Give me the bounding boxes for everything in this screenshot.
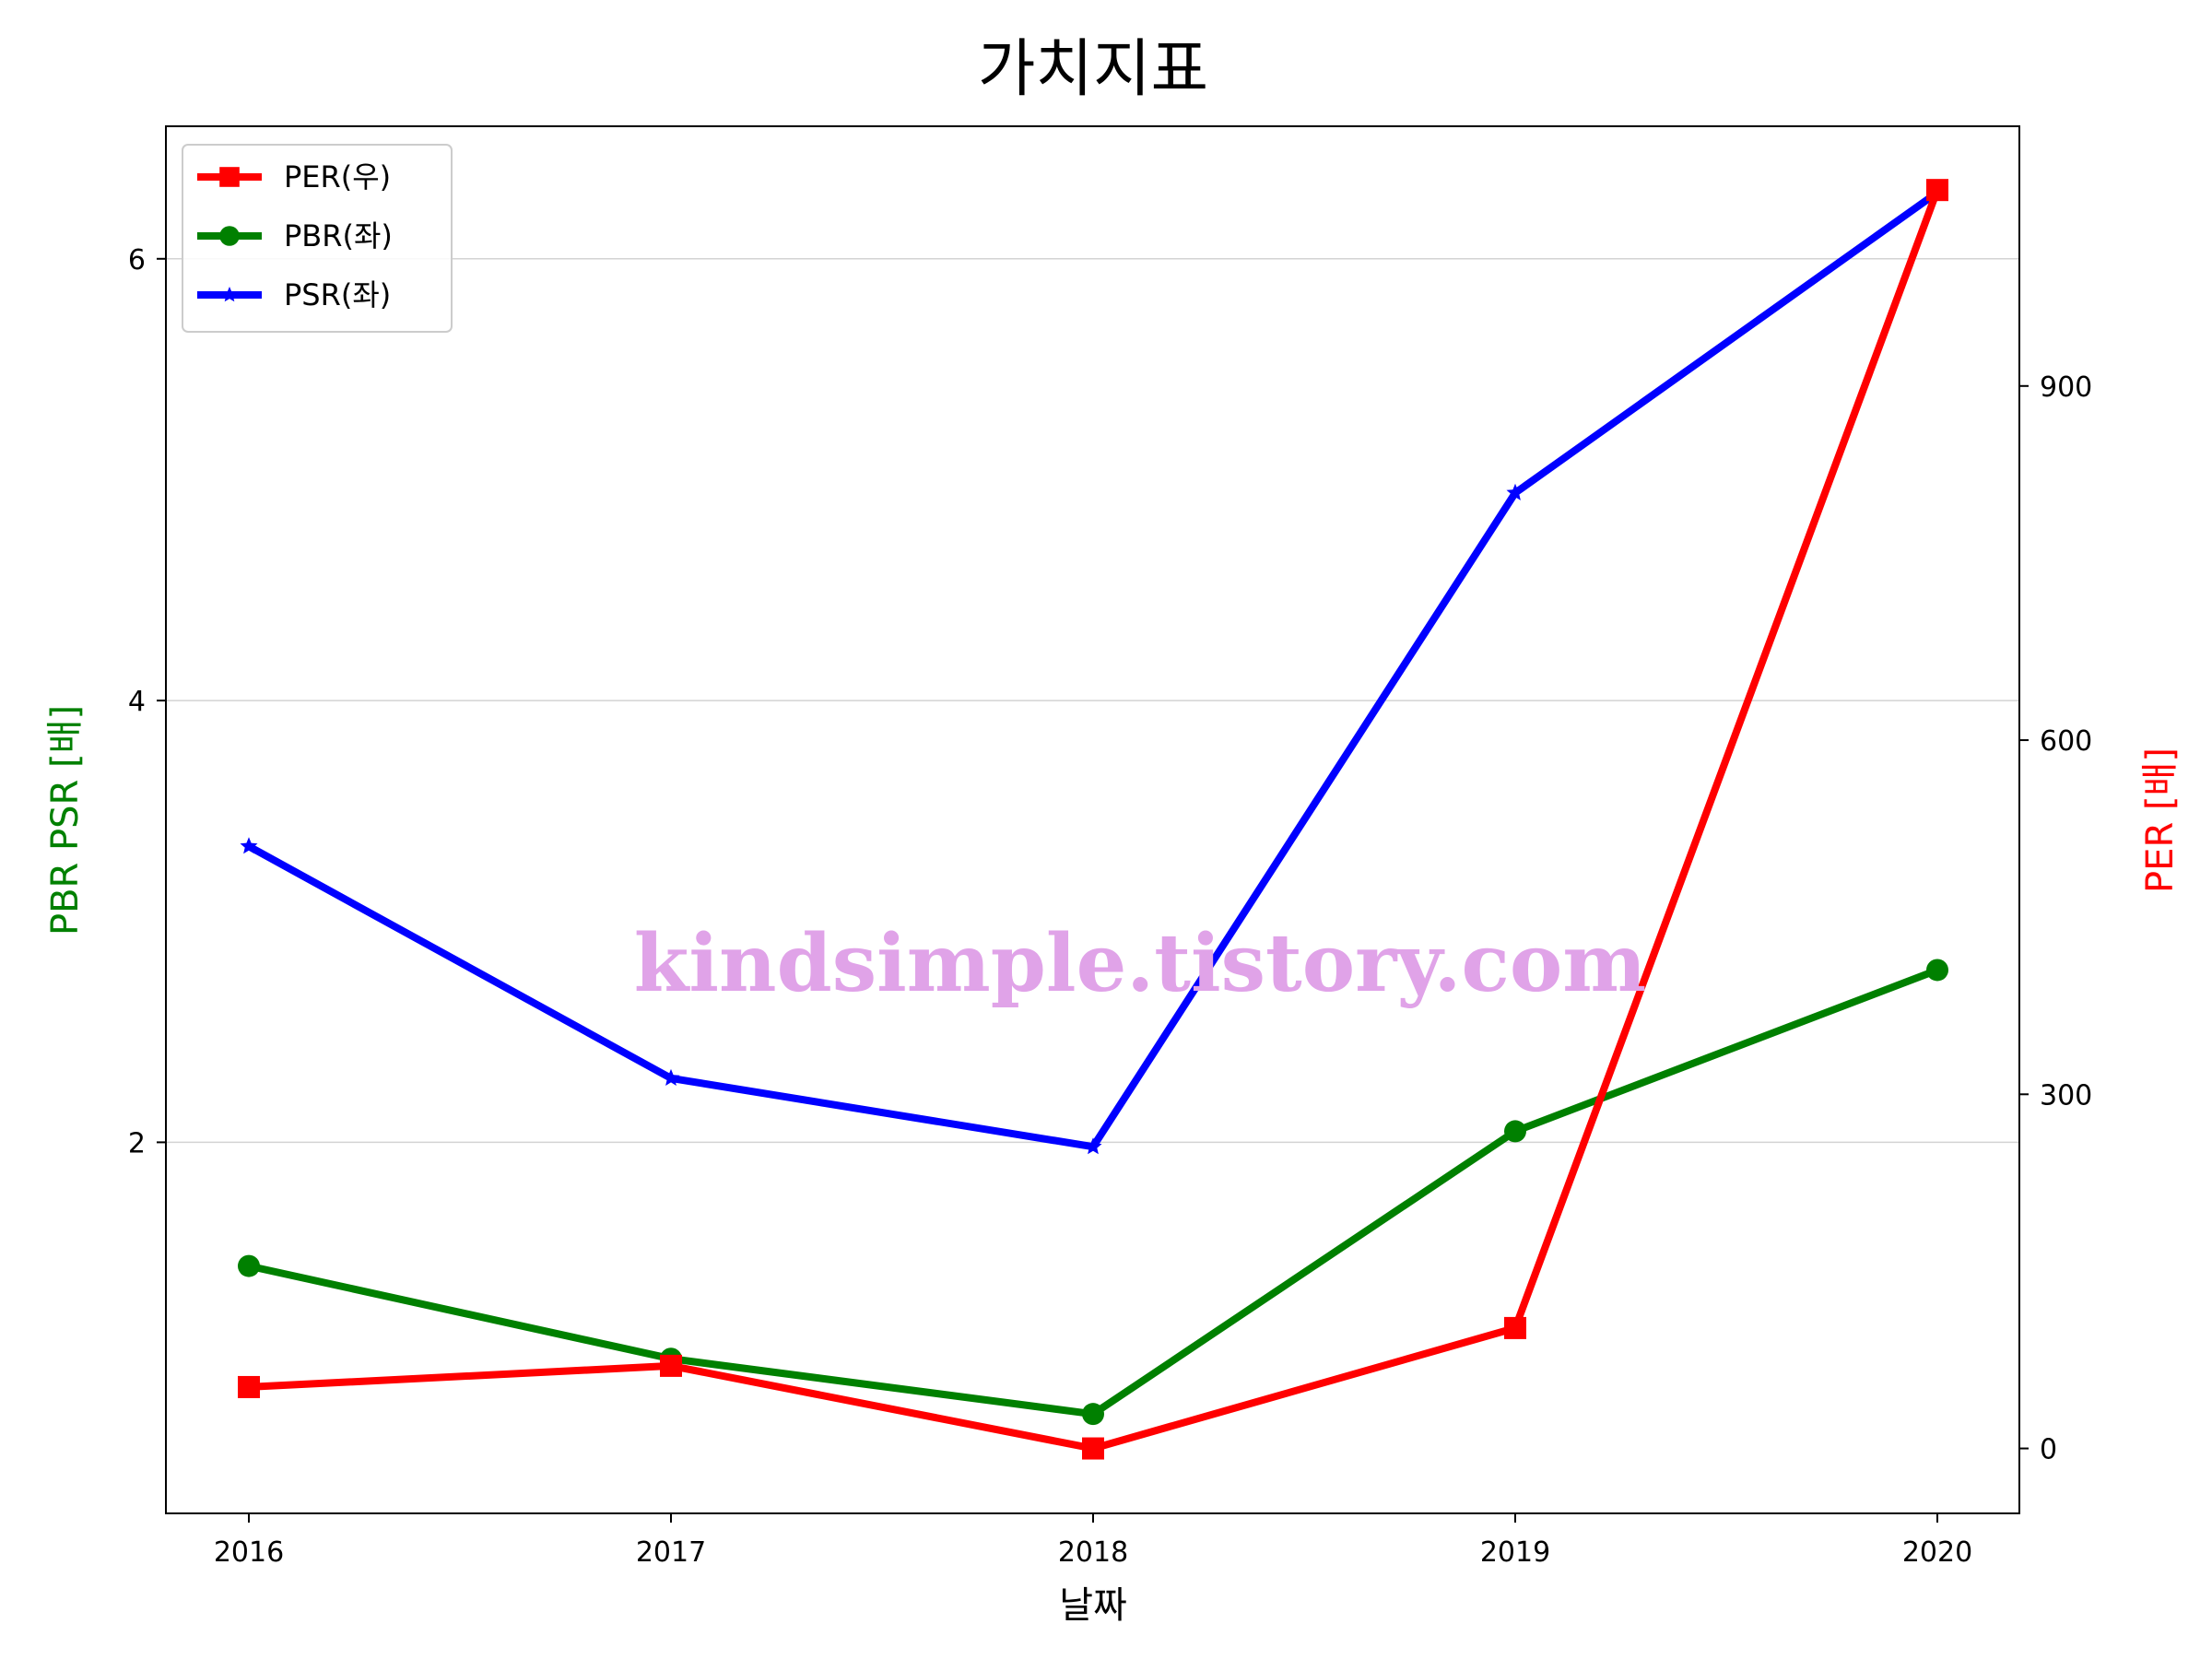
- x-tick-label: 2018: [1058, 1536, 1128, 1569]
- x-axis: 2016 2017 2018 2019 2020: [214, 1513, 1972, 1569]
- data-point-psr: [1084, 1137, 1102, 1155]
- x-tick-label: 2019: [1480, 1536, 1550, 1569]
- y-axis-left: 2 4 6: [128, 244, 166, 1159]
- legend-item-pbr: PBR(좌): [197, 218, 393, 253]
- chart-title: 가치지표: [978, 33, 1208, 106]
- series-per: [238, 179, 1948, 1460]
- x-tick-label: 2017: [636, 1536, 706, 1569]
- x-tick-label: 2016: [214, 1536, 284, 1569]
- legend-marker: [219, 167, 240, 187]
- data-point-per: [660, 1354, 682, 1377]
- y-right-tick-label: 300: [2040, 1079, 2092, 1112]
- y-left-tick-label: 6: [128, 244, 146, 276]
- y-left-tick-label: 2: [128, 1127, 146, 1159]
- data-point-pbr: [1082, 1403, 1104, 1426]
- data-point-per: [238, 1375, 260, 1398]
- y-left-tick-label: 4: [128, 686, 146, 718]
- data-point-per: [1082, 1437, 1104, 1460]
- legend: PER(우) PBR(좌) PSR(좌): [182, 144, 453, 333]
- legend-item-per: PER(우): [197, 159, 391, 194]
- x-axis-label: 날짜: [1059, 1584, 1127, 1627]
- data-point-psr: [1506, 483, 1524, 500]
- y-axis-left-label: PBR PSR [배]: [44, 705, 87, 935]
- data-point-psr: [662, 1068, 680, 1086]
- y-right-tick-label: 900: [2040, 371, 2092, 404]
- data-point-pbr: [1926, 959, 1948, 982]
- series-layer: [238, 179, 1948, 1460]
- y-axis-right: 0 300 600 900: [2019, 371, 2092, 1466]
- x-tick-label: 2020: [1902, 1536, 1972, 1569]
- legend-marker: [219, 226, 240, 246]
- y-axis-right-label: PER [배]: [2139, 747, 2182, 893]
- y-right-tick-label: 600: [2040, 725, 2092, 758]
- legend-marker: [221, 287, 238, 302]
- data-point-pbr: [238, 1254, 260, 1277]
- legend-item-psr: PSR(좌): [197, 277, 391, 312]
- data-point-per: [1504, 1316, 1526, 1339]
- legend-label: PSR(좌): [284, 277, 391, 312]
- data-point-per: [1926, 179, 1948, 202]
- data-point-psr: [240, 837, 258, 854]
- y-right-tick-label: 0: [2040, 1434, 2057, 1466]
- data-point-pbr: [1504, 1120, 1526, 1143]
- legend-label: PBR(좌): [284, 218, 393, 253]
- legend-label: PER(우): [284, 159, 391, 194]
- watermark: kindsimple.tistory.com: [634, 917, 1646, 1010]
- legend-box: [182, 144, 453, 333]
